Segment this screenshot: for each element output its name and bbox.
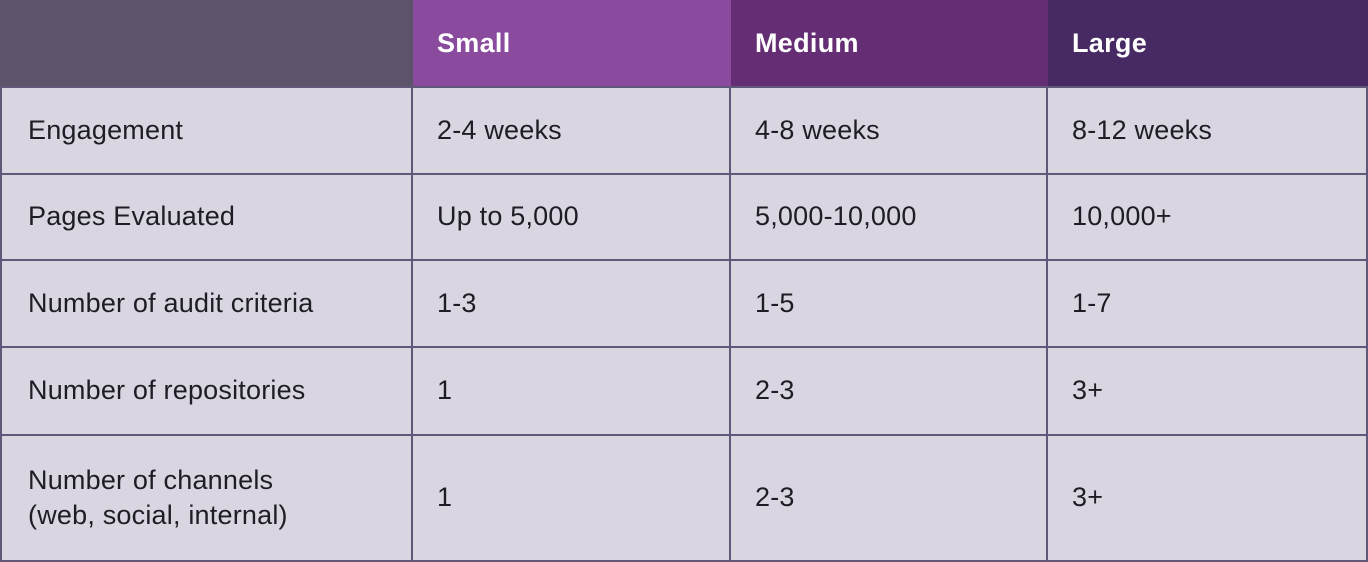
- cell-value: 3+: [1072, 375, 1104, 406]
- column-header-small: Small: [413, 0, 731, 86]
- table-row: Pages Evaluated Up to 5,000 5,000-10,000 10…: [0, 173, 1368, 259]
- row-label: Pages Evaluated: [28, 201, 236, 232]
- cell-value: 1-7: [1072, 287, 1112, 318]
- column-header-medium: Medium: [731, 0, 1048, 86]
- cell-value: 10,000+: [1072, 201, 1172, 232]
- value-cell: 4-8 weeks: [731, 86, 1048, 173]
- table-row: Number of channels (web, social, internal…: [0, 434, 1368, 562]
- cell-value: Up to 5,000: [437, 201, 579, 232]
- row-label: Number of channels: [28, 464, 274, 495]
- value-cell: 3+: [1048, 346, 1368, 434]
- value-cell: 10,000+: [1048, 173, 1368, 259]
- row-label: Number of audit criteria: [28, 287, 314, 318]
- row-label: Number of repositories: [28, 375, 306, 406]
- cell-value: 1-3: [437, 287, 477, 318]
- row-label-cell: Number of channels (web, social, internal…: [0, 434, 413, 562]
- value-cell: 1-7: [1048, 259, 1368, 346]
- table-row: Engagement 2-4 weeks 4-8 weeks 8-12 weeks: [0, 86, 1368, 173]
- row-label-cell: Pages Evaluated: [0, 173, 413, 259]
- row-label: Engagement: [28, 114, 184, 145]
- cell-value: 8-12 weeks: [1072, 114, 1213, 145]
- table-row: Number of repositories 1 2-3 3+: [0, 346, 1368, 434]
- cell-value: 4-8 weeks: [755, 114, 880, 145]
- value-cell: 2-3: [731, 434, 1048, 562]
- cell-value: 1: [437, 482, 453, 513]
- value-cell: 1: [413, 346, 731, 434]
- value-cell: 5,000-10,000: [731, 173, 1048, 259]
- column-header-large: Large: [1048, 0, 1368, 86]
- row-label-cell: Number of audit criteria: [0, 259, 413, 346]
- header-row: Small Medium Large: [0, 0, 1368, 86]
- cell-value: 1-5: [755, 287, 795, 318]
- cell-value: 5,000-10,000: [755, 201, 917, 232]
- value-cell: 3+: [1048, 434, 1368, 562]
- column-header-label: Small: [437, 27, 511, 58]
- cell-value: 2-3: [755, 482, 795, 513]
- column-header-label: Medium: [755, 27, 859, 58]
- row-label-line2: (web, social, internal): [28, 500, 288, 530]
- value-cell: 2-4 weeks: [413, 86, 731, 173]
- value-cell: 1: [413, 434, 731, 562]
- table-row: Number of audit criteria 1-3 1-5 1-7: [0, 259, 1368, 346]
- cell-value: 1: [437, 375, 453, 406]
- value-cell: 2-3: [731, 346, 1048, 434]
- cell-value: 2-3: [755, 375, 795, 406]
- row-label-cell: Engagement: [0, 86, 413, 173]
- column-header-label: Large: [1072, 27, 1148, 58]
- value-cell: Up to 5,000: [413, 173, 731, 259]
- cell-value: 2-4 weeks: [437, 114, 562, 145]
- row-label-cell: Number of repositories: [0, 346, 413, 434]
- cell-value: 3+: [1072, 482, 1104, 513]
- value-cell: 1-5: [731, 259, 1048, 346]
- value-cell: 8-12 weeks: [1048, 86, 1368, 173]
- corner-cell: [0, 0, 413, 86]
- value-cell: 1-3: [413, 259, 731, 346]
